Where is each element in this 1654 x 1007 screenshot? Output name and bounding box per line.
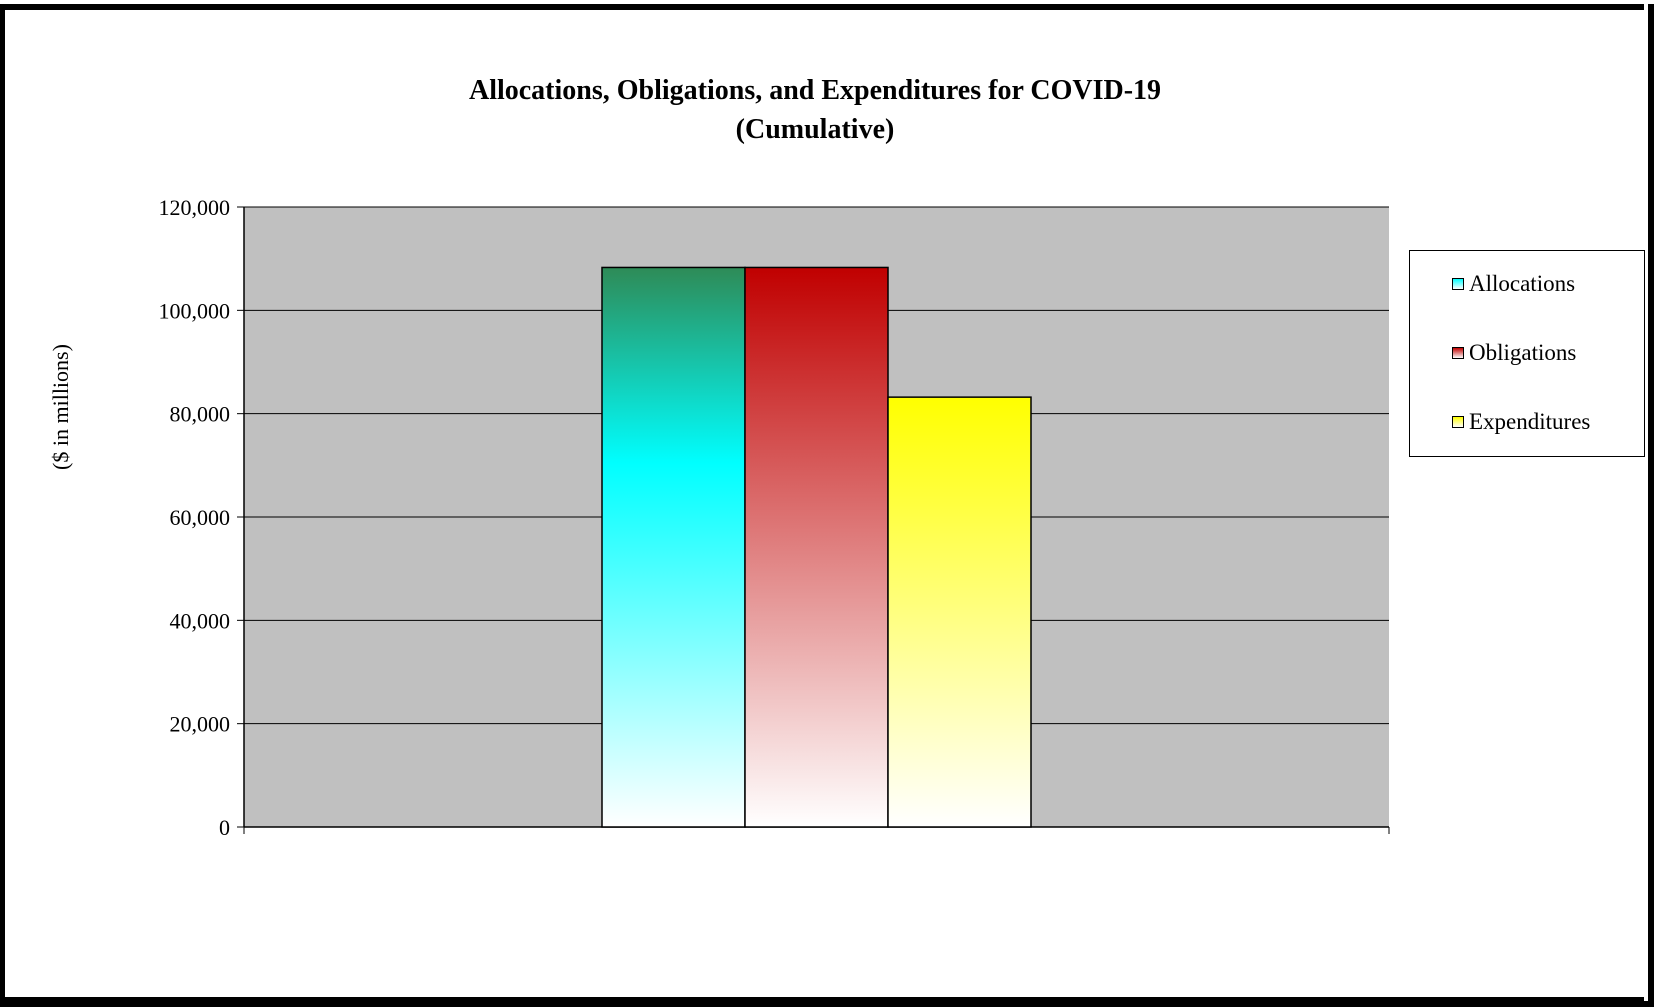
legend-label: Obligations (1469, 340, 1577, 365)
legend-item-obligations: Obligations (1452, 338, 1576, 368)
legend-item-expenditures: Expenditures (1452, 407, 1590, 437)
legend-label: Allocations (1469, 271, 1576, 296)
y-axis-label: ($ in millions) (48, 344, 73, 470)
legend-swatch (1452, 278, 1464, 290)
frame-right-edge (1648, 4, 1654, 1007)
chart-frame (0, 4, 1644, 1002)
chart-subtitle: (Cumulative) (735, 114, 895, 145)
legend-item-allocations: Allocations (1452, 269, 1575, 299)
legend-swatch (1452, 347, 1464, 359)
legend: Allocations Obligations Expenditures (1409, 250, 1645, 457)
legend-swatch (1452, 416, 1464, 428)
chart-title: Allocations, Obligations, and Expenditur… (468, 75, 1162, 106)
frame-bottom-edge (0, 1001, 1654, 1007)
legend-label: Expenditures (1469, 409, 1591, 434)
